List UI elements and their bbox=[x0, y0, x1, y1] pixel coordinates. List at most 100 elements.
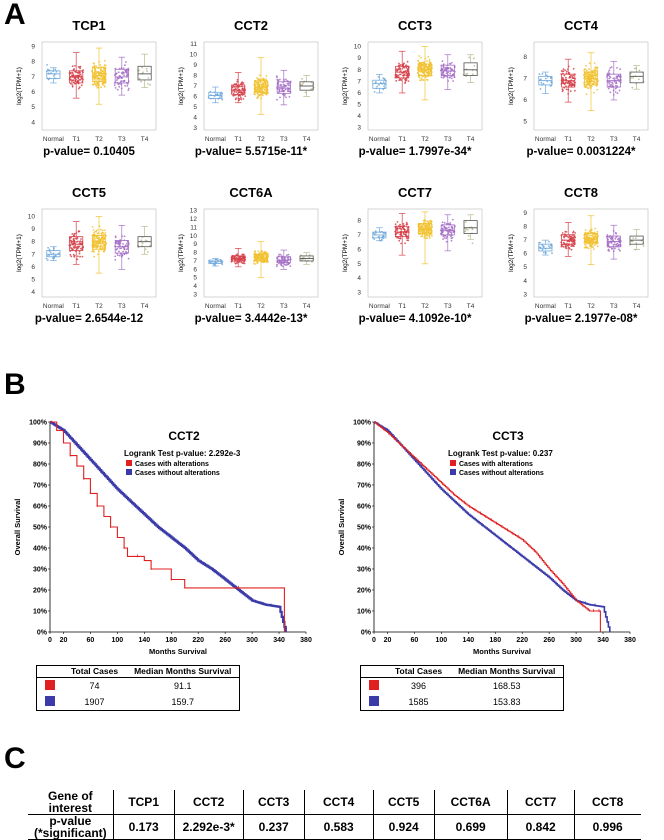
box-panel-pvalue: p-value= 0.0031224* bbox=[526, 146, 636, 158]
data-point bbox=[74, 65, 76, 67]
data-point bbox=[382, 81, 385, 83]
data-point bbox=[591, 73, 594, 76]
data-point bbox=[103, 243, 106, 246]
data-point bbox=[587, 82, 590, 85]
data-point bbox=[421, 225, 423, 227]
data-point bbox=[144, 239, 147, 242]
summary-gene: CCT8 bbox=[573, 790, 641, 815]
summary-gene: CCT2 bbox=[173, 790, 244, 815]
box bbox=[440, 224, 455, 236]
data-point bbox=[399, 64, 402, 66]
x-tick-label: T4 bbox=[141, 303, 149, 310]
y-tick-label: 7 bbox=[31, 74, 35, 81]
y-tick-label: 5 bbox=[357, 102, 361, 109]
data-point bbox=[72, 74, 75, 76]
data-point bbox=[587, 87, 590, 90]
y-tick-label: 3 bbox=[523, 291, 527, 298]
box bbox=[372, 79, 387, 89]
y-axis-label: log2(TPM+1) bbox=[178, 67, 185, 105]
data-point bbox=[286, 82, 289, 85]
data-point bbox=[149, 244, 152, 247]
data-point bbox=[254, 263, 257, 265]
data-point bbox=[236, 261, 238, 263]
data-point bbox=[113, 84, 116, 87]
data-point bbox=[425, 76, 427, 79]
data-point bbox=[303, 256, 305, 259]
box bbox=[231, 84, 246, 95]
data-point bbox=[119, 77, 121, 79]
data-point bbox=[449, 72, 452, 75]
data-point bbox=[594, 74, 597, 76]
data-point bbox=[126, 71, 129, 73]
data-point bbox=[584, 243, 587, 246]
box-panel-title: CCT7 bbox=[398, 185, 432, 200]
x-tick-label: 380 bbox=[624, 637, 636, 644]
box bbox=[463, 220, 478, 234]
x-tick-label: T3 bbox=[444, 136, 452, 143]
data-point bbox=[120, 72, 123, 74]
data-point bbox=[74, 74, 77, 77]
km-cell: 159.7 bbox=[171, 696, 194, 707]
data-point bbox=[261, 88, 264, 91]
data-point bbox=[116, 88, 119, 91]
data-point bbox=[55, 70, 58, 73]
data-point bbox=[614, 84, 617, 87]
data-point bbox=[541, 245, 544, 247]
data-point bbox=[396, 229, 398, 232]
data-point bbox=[146, 70, 149, 72]
box-panel-pvalue: p-value= 3.4442e-13* bbox=[194, 313, 308, 325]
y-tick-label: 9 bbox=[31, 226, 35, 233]
box-plot-cct2: log2(TPM+1) 11 10 9 8 7 6 5 4 3 Normal T1 T2 T3 T4 bbox=[178, 41, 319, 143]
data-point bbox=[423, 67, 425, 70]
data-point bbox=[450, 235, 452, 238]
y-axis-label: log2(TPM+1) bbox=[508, 67, 515, 105]
data-point bbox=[383, 85, 385, 88]
y-tick-label: 12 bbox=[190, 216, 198, 223]
data-point bbox=[115, 79, 118, 81]
data-point bbox=[99, 245, 102, 248]
data-point bbox=[398, 237, 400, 240]
km-cell: 168.53 bbox=[492, 680, 521, 691]
x-tick-label: 0 bbox=[372, 637, 376, 644]
data-point bbox=[594, 72, 596, 74]
data-point bbox=[607, 74, 610, 77]
data-point bbox=[382, 77, 385, 79]
data-point bbox=[288, 82, 290, 85]
data-point bbox=[98, 239, 100, 242]
curve-unaltered bbox=[374, 421, 611, 632]
data-point bbox=[404, 70, 407, 72]
y-tick-label: 4 bbox=[31, 289, 35, 296]
data-point bbox=[571, 244, 573, 247]
data-point bbox=[417, 75, 420, 78]
box-panel-title: CCT8 bbox=[564, 185, 598, 200]
data-point bbox=[572, 240, 575, 243]
data-point bbox=[395, 79, 398, 82]
x-tick-label: T2 bbox=[95, 136, 103, 143]
x-tick-label: T2 bbox=[95, 303, 103, 310]
x-tick-label: T4 bbox=[303, 136, 311, 143]
data-point bbox=[561, 245, 564, 247]
y-tick-label: 7 bbox=[357, 78, 361, 85]
y-tick-label: 7 bbox=[31, 251, 35, 258]
data-point bbox=[101, 242, 104, 244]
data-point bbox=[565, 231, 568, 233]
data-point bbox=[448, 62, 451, 65]
data-point bbox=[92, 238, 95, 241]
summary-gene: CCT3 bbox=[242, 790, 305, 815]
data-point bbox=[591, 70, 594, 72]
km-table-header-blank bbox=[361, 666, 387, 678]
data-point bbox=[612, 236, 614, 239]
data-point bbox=[446, 235, 448, 238]
data-point bbox=[94, 237, 97, 240]
data-point bbox=[238, 99, 240, 102]
data-point bbox=[614, 247, 616, 250]
data-point bbox=[278, 88, 281, 91]
data-point bbox=[421, 235, 424, 238]
data-point bbox=[262, 258, 265, 260]
data-point bbox=[77, 247, 79, 250]
data-point bbox=[585, 76, 587, 78]
data-point bbox=[97, 71, 100, 73]
data-point bbox=[402, 232, 405, 235]
km-table-header-median: Median Months Survival bbox=[450, 666, 564, 678]
data-point bbox=[124, 85, 126, 87]
